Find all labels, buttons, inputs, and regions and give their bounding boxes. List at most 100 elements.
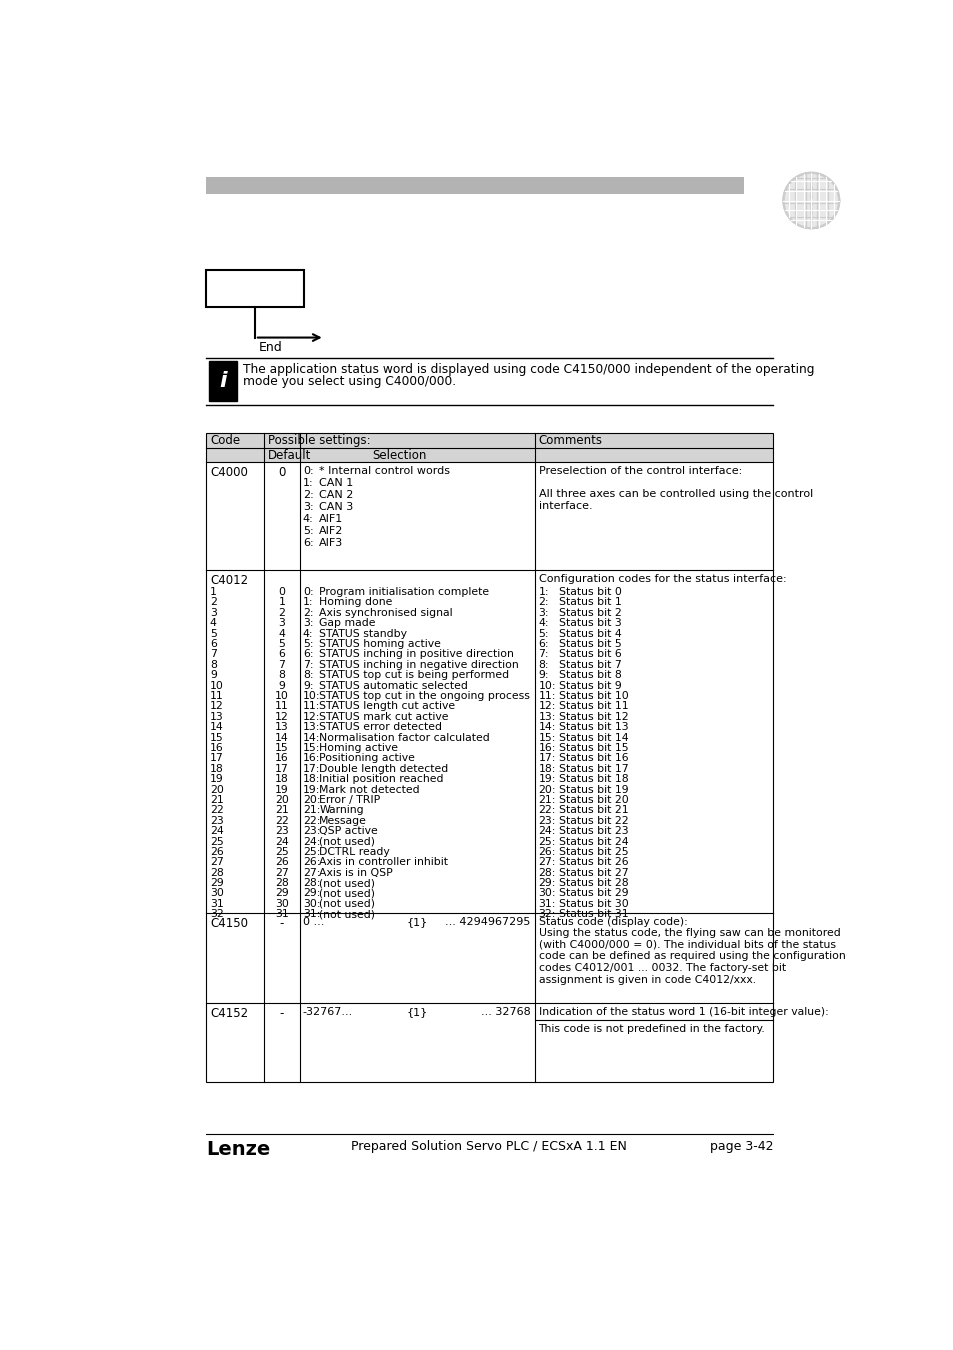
Text: 19: 19 [210,774,223,784]
Text: 21:: 21: [303,806,320,815]
Text: 20: 20 [274,795,289,805]
Text: 3: 3 [210,608,216,618]
Text: 22:: 22: [537,806,556,815]
Text: -: - [279,917,284,930]
Text: 11: 11 [210,691,223,701]
Text: 18: 18 [210,764,223,774]
Text: 10:: 10: [303,691,320,701]
Text: 13:: 13: [303,722,320,732]
Text: Status bit 23: Status bit 23 [558,826,628,836]
Text: 15: 15 [274,743,289,753]
Text: 26: 26 [274,857,289,867]
Circle shape [782,173,839,228]
Text: 11:: 11: [303,702,320,711]
Text: 27: 27 [274,868,289,878]
Text: 26:: 26: [537,846,556,857]
Text: Normalisation factor calculated: Normalisation factor calculated [319,733,490,743]
Text: 1: 1 [278,598,285,608]
Text: Warning: Warning [319,806,363,815]
Text: 23:: 23: [303,826,320,836]
Text: Axis synchronised signal: Axis synchronised signal [319,608,453,618]
Text: 30: 30 [274,899,289,909]
Text: 4: 4 [210,618,216,628]
Text: 28: 28 [210,868,223,878]
Text: 25:: 25: [303,846,320,857]
Text: 1: 1 [210,587,216,597]
Text: DCTRL ready: DCTRL ready [319,846,390,857]
Text: Status bit 17: Status bit 17 [558,764,628,774]
Text: Status bit 24: Status bit 24 [558,837,628,846]
Text: 16: 16 [274,753,289,763]
Text: 19: 19 [274,784,289,795]
Text: 3: 3 [278,618,285,628]
Text: 31:: 31: [303,910,320,919]
Text: 16:: 16: [537,743,556,753]
Text: 10:: 10: [537,680,556,691]
Text: 9: 9 [210,670,216,680]
Text: 16: 16 [210,743,223,753]
Text: Default: Default [268,448,311,462]
Text: Error / TRIP: Error / TRIP [319,795,380,805]
Text: 0:: 0: [303,466,314,477]
Text: 28:: 28: [537,868,556,878]
Text: This code is not predefined in the factory.: This code is not predefined in the facto… [537,1023,764,1034]
Text: 15:: 15: [303,743,320,753]
Text: 3:: 3: [537,608,548,618]
Text: 30:: 30: [537,888,556,899]
Text: 31: 31 [274,910,289,919]
Text: 22: 22 [210,806,223,815]
Text: 2:: 2: [303,490,314,500]
Text: Homing done: Homing done [319,598,393,608]
Text: 31:: 31: [537,899,556,909]
Text: 5:: 5: [303,526,314,536]
Text: 7:: 7: [537,649,548,659]
Text: -: - [279,1007,284,1019]
Text: 5:: 5: [537,629,548,639]
Text: 8:: 8: [303,670,314,680]
Text: 8: 8 [210,660,216,670]
Text: 2:: 2: [537,598,548,608]
Text: Mark not detected: Mark not detected [319,784,419,795]
Text: 9:: 9: [303,680,314,691]
Text: Status bit 2: Status bit 2 [558,608,621,618]
Text: Status bit 20: Status bit 20 [558,795,629,805]
Text: 29: 29 [210,878,223,888]
Text: 25:: 25: [537,837,556,846]
Bar [206,433,773,1083]
Text: 17: 17 [274,764,289,774]
Text: 2:: 2: [303,608,314,618]
Text: Status bit 31: Status bit 31 [558,910,628,919]
Text: Configuration codes for the status interface:: Configuration codes for the status inter… [537,574,785,585]
Text: 29: 29 [274,888,289,899]
Text: 21: 21 [274,806,289,815]
Text: 24:: 24: [537,826,556,836]
Text: AIF3: AIF3 [319,537,343,548]
Text: STATUS top cut is being performed: STATUS top cut is being performed [319,670,509,680]
Bar [206,448,773,462]
Text: 17: 17 [210,753,223,763]
Text: 18:: 18: [303,774,320,784]
Text: 24:: 24: [303,837,320,846]
Text: 0: 0 [278,466,285,479]
Text: 32: 32 [210,910,223,919]
Text: (not used): (not used) [319,878,375,888]
Text: 23: 23 [274,826,289,836]
Text: STATUS inching in negative direction: STATUS inching in negative direction [319,660,518,670]
Text: C4152: C4152 [210,1007,248,1019]
Text: QSP active: QSP active [319,826,377,836]
Text: 22:: 22: [303,815,320,826]
Text: 1:: 1: [537,587,548,597]
Text: Selection: Selection [372,448,426,462]
Text: 25: 25 [274,846,289,857]
Text: 11:: 11: [537,691,556,701]
Text: Status bit 4: Status bit 4 [558,629,621,639]
Text: 5: 5 [278,639,285,649]
Bar [206,433,773,448]
Text: Status bit 5: Status bit 5 [558,639,621,649]
Text: STATUS automatic selected: STATUS automatic selected [319,680,468,691]
Text: 20:: 20: [303,795,320,805]
Text: Program initialisation complete: Program initialisation complete [319,587,489,597]
Text: 1:: 1: [303,478,314,489]
Text: 6:: 6: [303,649,314,659]
Text: 14:: 14: [537,722,556,732]
